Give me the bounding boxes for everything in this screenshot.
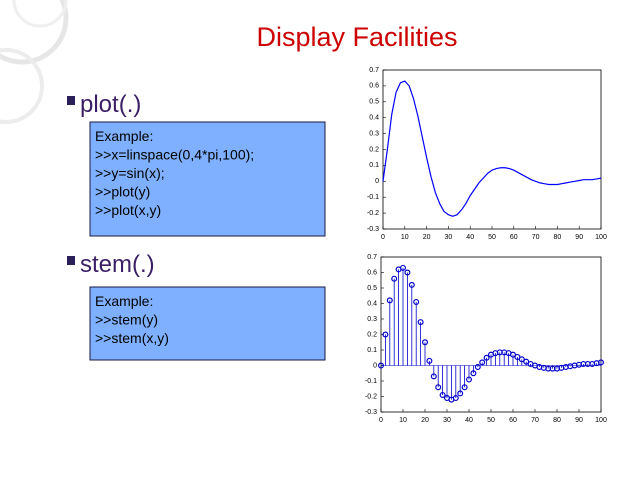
stem-marker	[430, 373, 437, 380]
example-line: >>stem(x,y)	[95, 330, 169, 346]
stem-marker	[518, 356, 525, 363]
stem-marker	[461, 384, 468, 391]
stem-marker	[466, 376, 473, 383]
stem-marker	[510, 351, 517, 358]
x-tick-label: 20	[423, 234, 431, 241]
y-tick-label: 0.6	[369, 83, 379, 90]
example-line: Example:	[95, 128, 153, 144]
stem-marker	[452, 395, 459, 402]
x-tick-label: 90	[575, 417, 583, 424]
x-tick-label: 70	[532, 234, 540, 241]
stem-marker	[391, 275, 398, 282]
y-tick-label: -0.1	[367, 194, 379, 201]
x-tick-label: 70	[531, 417, 539, 424]
y-tick-label: 0.1	[367, 347, 377, 354]
y-tick-label: -0.3	[367, 226, 379, 233]
stem-marker	[426, 357, 433, 364]
y-tick-label: 0	[375, 178, 379, 185]
bullet-marker	[67, 96, 75, 105]
stem-marker	[408, 281, 415, 288]
y-tick-label: 0.7	[369, 67, 379, 74]
stem-marker	[479, 359, 486, 366]
x-tick-label: 30	[445, 234, 453, 241]
x-tick-label: 0	[379, 417, 383, 424]
stem-marker	[378, 362, 385, 369]
example-line: >>plot(y)	[95, 184, 150, 200]
y-tick-label: -0.3	[365, 409, 377, 416]
y-tick-label: -0.1	[365, 378, 377, 385]
x-tick-label: 80	[554, 234, 562, 241]
bullet-text: stem(.)	[80, 251, 155, 278]
x-tick-label: 90	[575, 234, 583, 241]
x-tick-label: 40	[465, 417, 473, 424]
example-line: >>plot(x,y)	[95, 202, 161, 218]
example-box	[89, 121, 326, 237]
x-tick-label: 100	[595, 417, 607, 424]
plot-area	[380, 256, 602, 413]
stem-marker	[474, 364, 481, 371]
y-tick-label: 0.6	[367, 269, 377, 276]
y-tick-label: 0.2	[369, 146, 379, 153]
bullet-text: plot(.)	[80, 91, 141, 118]
x-tick-label: 100	[595, 234, 607, 241]
stem-marker	[483, 354, 490, 361]
x-tick-label: 30	[443, 417, 451, 424]
y-tick-label: 0.1	[369, 162, 379, 169]
y-tick-label: -0.2	[365, 393, 377, 400]
y-tick-label: 0.3	[369, 130, 379, 137]
x-tick-label: 50	[488, 234, 496, 241]
y-tick-label: 0.5	[369, 99, 379, 106]
example-line: Example:	[95, 293, 153, 309]
example-line: >>y=sin(x);	[95, 165, 165, 181]
example-box	[89, 286, 326, 361]
decoration	[0, 48, 44, 124]
stem-marker	[417, 319, 424, 326]
stem-marker	[514, 353, 521, 360]
stem-marker	[597, 359, 604, 366]
stem-marker	[400, 264, 407, 271]
stem-marker	[382, 331, 389, 338]
slide-title: Display Facilities	[256, 22, 457, 52]
stem-marker	[413, 298, 420, 305]
y-tick-label: 0.4	[369, 115, 379, 122]
x-tick-label: 60	[509, 417, 517, 424]
y-tick-label: 0	[373, 362, 377, 369]
data-line	[382, 80, 602, 217]
stem-marker	[470, 370, 477, 377]
stem-marker	[439, 391, 446, 398]
stem-marker	[422, 339, 429, 346]
x-tick-label: 10	[401, 234, 409, 241]
plot-area	[382, 69, 602, 230]
x-tick-label: 20	[421, 417, 429, 424]
example-line: >>x=linspace(0,4*pi,100);	[95, 147, 254, 163]
bullet-marker	[67, 256, 75, 265]
decoration	[0, 0, 69, 65]
x-tick-label: 50	[487, 417, 495, 424]
x-tick-label: 60	[510, 234, 518, 241]
decoration	[12, 0, 68, 28]
y-tick-label: 0.2	[367, 331, 377, 338]
y-tick-label: 0.3	[367, 316, 377, 323]
y-tick-label: 0.5	[367, 285, 377, 292]
x-tick-label: 40	[466, 234, 474, 241]
stem-marker	[457, 390, 464, 397]
x-tick-label: 0	[381, 234, 385, 241]
y-tick-label: -0.2	[367, 210, 379, 217]
y-tick-label: 0.4	[367, 300, 377, 307]
stem-marker	[523, 358, 530, 365]
stem-marker	[404, 269, 411, 276]
example-line: >>stem(y)	[95, 312, 158, 328]
stem-marker	[435, 384, 442, 391]
x-tick-label: 80	[553, 417, 561, 424]
y-tick-label: 0.7	[367, 254, 377, 261]
stem-marker	[386, 297, 393, 304]
x-tick-label: 10	[399, 417, 407, 424]
